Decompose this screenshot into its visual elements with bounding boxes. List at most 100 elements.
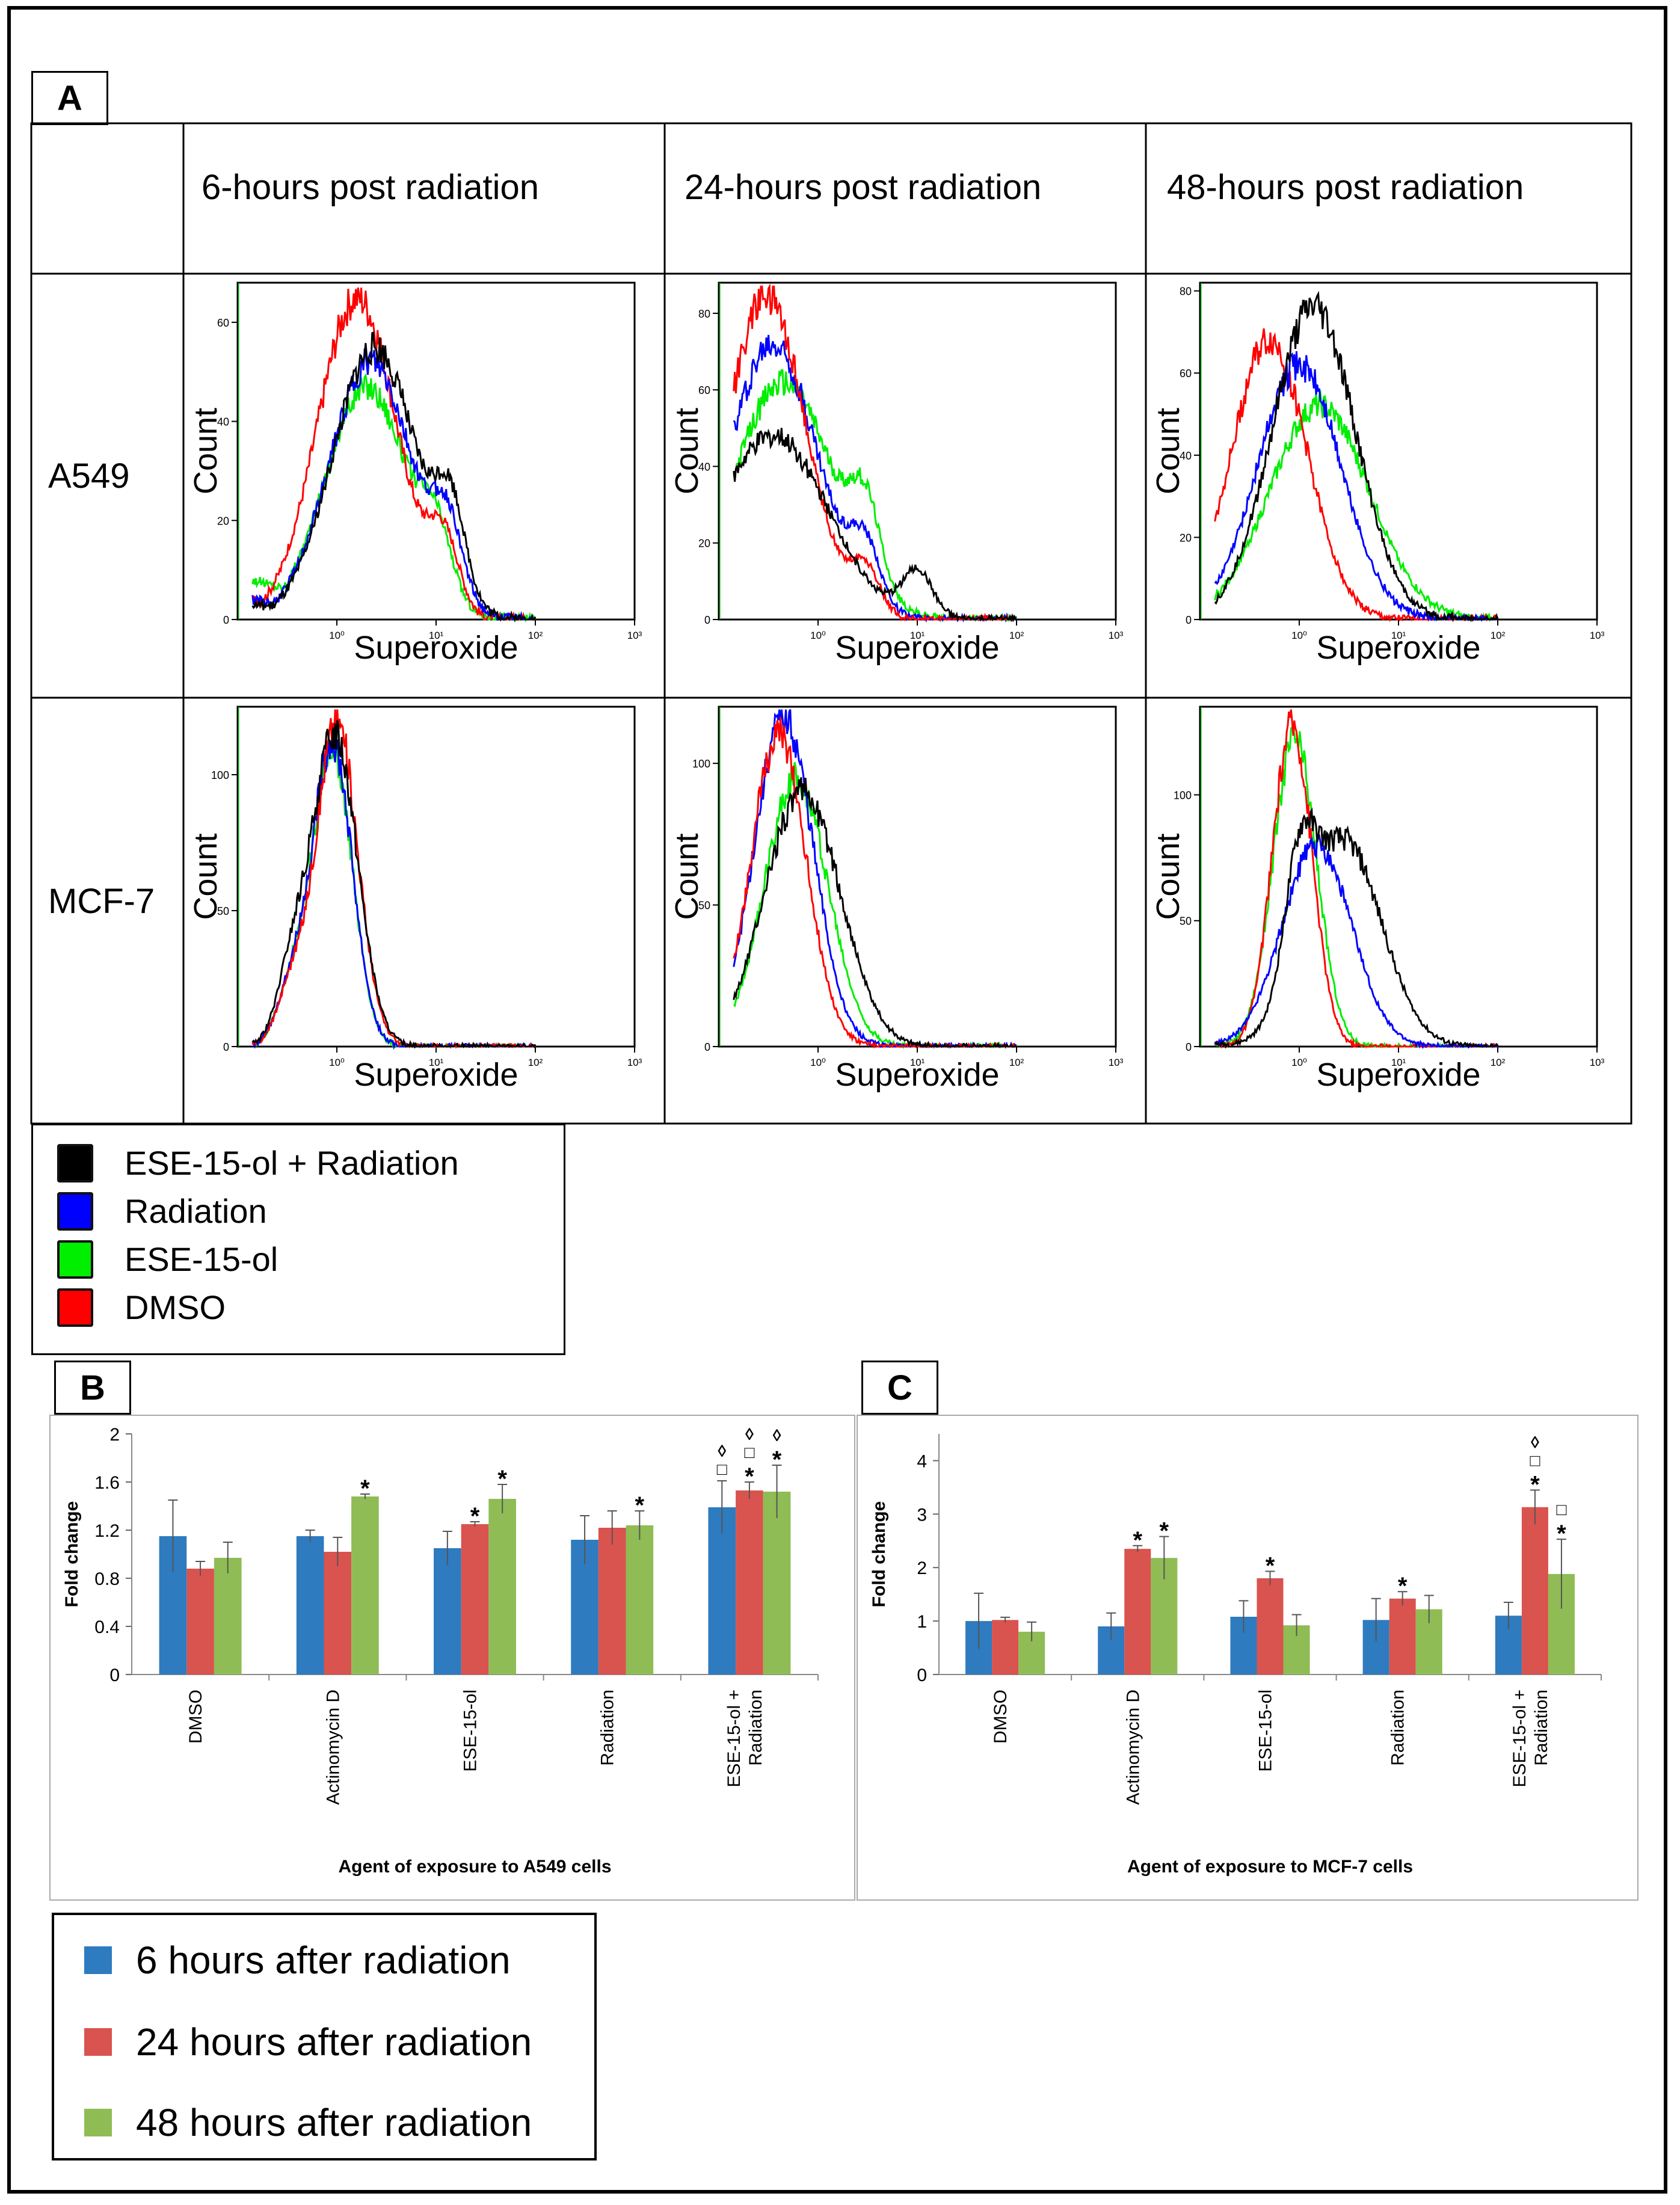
legend-label: Radiation xyxy=(125,1192,267,1230)
x-tick-label: 10¹ xyxy=(1391,630,1406,641)
category-label: DMSO xyxy=(186,1690,206,1744)
histogram-series-1 xyxy=(1214,709,1498,1050)
y-tick-label: 0 xyxy=(917,1665,927,1685)
legend-item-48h: 48 hours after radiation xyxy=(84,2100,532,2145)
histogram-a549-6h: 0 20 40 60 10⁰ 10¹ 10² 10³ Superoxide Count xyxy=(188,281,642,666)
y-axis-label: Fold change xyxy=(869,1501,889,1608)
bar xyxy=(434,1548,461,1675)
x-axis-label: Superoxide xyxy=(354,1057,518,1093)
col-header-6h: 6-hours post radiation xyxy=(202,168,539,207)
significance-mark: ◊ xyxy=(718,1442,726,1460)
panel-a-grid xyxy=(30,122,1632,1125)
y-tick-label: 0 xyxy=(704,1041,710,1053)
bar xyxy=(1124,1549,1151,1675)
significance-mark: □ xyxy=(1530,1451,1540,1469)
histogram-series-2 xyxy=(251,709,535,1049)
category-label: Radiation xyxy=(598,1690,618,1766)
y-tick-label: 1 xyxy=(917,1612,927,1632)
x-axis-label: Superoxide xyxy=(1316,1057,1480,1093)
legend-swatch-red xyxy=(57,1288,93,1327)
plot-frame xyxy=(236,706,636,1048)
y-tick-label: 4 xyxy=(917,1451,927,1471)
histogram-mcf7-24h: 0 50 100 10⁰ 10¹ 10² 10³ Superoxide Count xyxy=(669,706,1124,1093)
x-axis-label: Superoxide xyxy=(835,1057,999,1093)
x-tick-label: 10³ xyxy=(1590,630,1605,641)
histogram-a549-48h: 0 20 40 60 80 10⁰ 10¹ 10² 10³ Superoxide Count xyxy=(1150,281,1605,666)
category-label: ESE-15-ol + xyxy=(724,1690,744,1788)
histogram-series-1 xyxy=(251,287,535,621)
x-tick-label: 10² xyxy=(1491,630,1506,641)
significance-mark: □ xyxy=(717,1460,727,1478)
x-tick-label: 10⁰ xyxy=(1291,1057,1307,1068)
y-tick-label: 0 xyxy=(223,1041,229,1053)
x-tick-label: 10³ xyxy=(1109,1057,1124,1068)
category-label: ESE-15-ol + xyxy=(1510,1690,1530,1788)
legend-label: ESE-15-ol xyxy=(125,1240,278,1278)
bar xyxy=(214,1558,242,1675)
category-label: Actinomycin D xyxy=(1123,1690,1143,1805)
legend-item-6h: 6 hours after radiation xyxy=(84,1938,511,1982)
category-label: ESE-15-ol xyxy=(1256,1690,1276,1772)
histogram-series-2 xyxy=(733,717,1017,1049)
x-tick-label: 10⁰ xyxy=(810,1057,826,1068)
bar-chart-mcf7: 0 1 2 3 4 Fold change DMSO * * Actinomycin D * ESE-… xyxy=(869,1433,1602,1877)
significance-mark: * xyxy=(635,1492,645,1519)
y-axis-label: Count xyxy=(1150,408,1186,494)
y-axis-label: Fold change xyxy=(62,1501,82,1608)
legend-item-ese-radiation: ESE-15-ol + Radiation xyxy=(57,1143,459,1182)
x-tick-label: 10² xyxy=(528,1057,543,1068)
histogram-series-0 xyxy=(251,373,536,623)
bar xyxy=(708,1507,736,1675)
y-tick-label: 40 xyxy=(1180,450,1192,462)
significance-mark: ◊ xyxy=(1531,1433,1539,1451)
y-tick-label: 0 xyxy=(223,614,229,626)
histogram-series-3 xyxy=(1214,807,1499,1049)
category-label: DMSO xyxy=(991,1690,1011,1744)
bar xyxy=(598,1528,626,1675)
histogram-series-1 xyxy=(251,739,535,1050)
x-tick-label: 10³ xyxy=(627,1057,642,1068)
category-label: Actinomycin D xyxy=(323,1690,343,1805)
bar xyxy=(736,1490,763,1675)
bar xyxy=(992,1620,1019,1675)
x-tick-label: 10¹ xyxy=(429,630,444,641)
significance-mark: * xyxy=(1133,1527,1143,1554)
significance-mark: ◊ xyxy=(745,1425,754,1444)
bar xyxy=(1389,1598,1416,1675)
y-tick-label: 2 xyxy=(109,1425,120,1445)
histogram-mcf7-6h: 0 50 100 10⁰ 10¹ 10² 10³ Superoxide Count xyxy=(188,706,642,1093)
histogram-mcf7-48h: 0 50 100 10⁰ 10¹ 10² 10³ Superoxide Count xyxy=(1150,706,1605,1093)
significance-mark: * xyxy=(1557,1521,1566,1547)
significance-mark: □ xyxy=(1556,1500,1566,1519)
category-label: Radiation xyxy=(1388,1690,1408,1766)
y-tick-label: 60 xyxy=(217,317,229,329)
bar xyxy=(626,1525,654,1675)
histogram-series-0 xyxy=(252,737,537,1049)
bar xyxy=(1521,1507,1548,1675)
significance-mark: * xyxy=(470,1503,480,1530)
category-label: Radiation xyxy=(746,1690,766,1766)
histogram-legend: ESE-15-ol + Radiation Radiation ESE-15-o… xyxy=(31,1124,565,1355)
legend-item-24h: 24 hours after radiation xyxy=(84,2020,532,2064)
histogram-series-3 xyxy=(1214,291,1499,623)
y-tick-label: 40 xyxy=(217,416,229,428)
significance-mark: ◊ xyxy=(773,1426,781,1445)
legend-swatch-green xyxy=(57,1240,93,1279)
histogram-series-0 xyxy=(1214,390,1498,623)
category-label: Radiation xyxy=(1531,1690,1551,1766)
bar-chart-a549: 0 0.4 0.8 1.2 1.6 2 Fold change DMSO * Actinomyci… xyxy=(62,1425,819,1877)
y-tick-label: 50 xyxy=(217,905,229,917)
x-tick-label: 10¹ xyxy=(429,1057,444,1068)
x-axis-label: Superoxide xyxy=(835,630,999,666)
x-tick-label: 10¹ xyxy=(910,630,925,641)
y-tick-label: 40 xyxy=(698,461,710,473)
legend-label: ESE-15-ol + Radiation xyxy=(125,1144,459,1182)
histogram-series-3 xyxy=(733,428,1017,623)
significance-mark: * xyxy=(1398,1573,1408,1599)
bar xyxy=(763,1492,791,1675)
bar xyxy=(324,1552,352,1675)
y-tick-label: 1.2 xyxy=(94,1521,120,1541)
y-tick-label: 0 xyxy=(109,1665,120,1685)
x-axis-label: Superoxide xyxy=(354,630,518,666)
legend-item-ese: ESE-15-ol xyxy=(57,1240,278,1279)
